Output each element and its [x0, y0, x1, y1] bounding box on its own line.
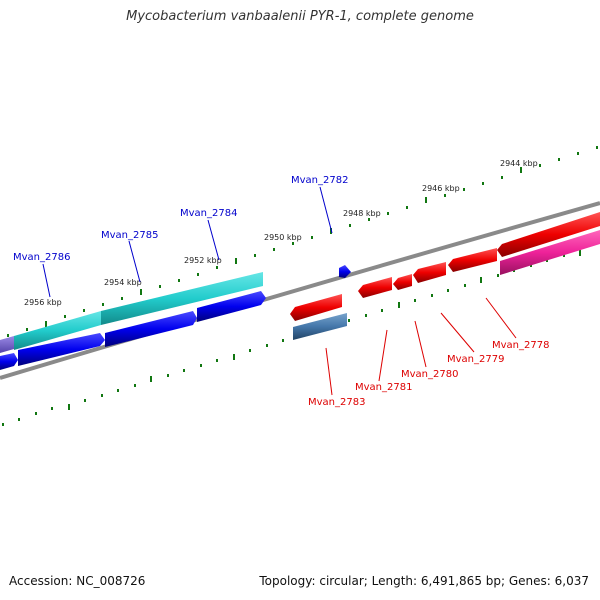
tick-label: 2948 kbp [343, 209, 381, 218]
gene-feature [339, 265, 351, 278]
gene-label-reverse[interactable]: Mvan_2780 [401, 369, 458, 380]
gene-feature [358, 277, 392, 298]
gene-label-forward[interactable]: Mvan_2782 [291, 175, 348, 186]
gene-feature [14, 311, 101, 350]
tick-label: 2952 kbp [184, 256, 222, 265]
accession-label: Accession: NC_008726 [9, 574, 146, 588]
gene-feature [0, 353, 18, 370]
outer-tick-track [7, 146, 598, 337]
gene-feature [448, 248, 497, 272]
gene-feature [18, 333, 105, 366]
gene-label-forward[interactable]: Mvan_2784 [180, 208, 237, 219]
gene-feature [0, 336, 14, 353]
gene-label-reverse[interactable]: Mvan_2783 [308, 397, 365, 408]
forward-leader-lines [42, 186, 333, 298]
gene-feature [293, 313, 347, 340]
gene-label-forward[interactable]: Mvan_2786 [13, 252, 70, 263]
inner-tick-track [2, 250, 581, 426]
gene-feature [105, 311, 197, 347]
tick-label: 2946 kbp [422, 184, 460, 193]
tick-label: 2956 kbp [24, 298, 62, 307]
gene-label-forward[interactable]: Mvan_2785 [101, 230, 158, 241]
map-title: Mycobacterium vanbaalenii PYR-1, complet… [126, 9, 474, 24]
gene-feature [393, 274, 412, 290]
gene-feature [500, 230, 600, 275]
reverse-leader-lines [325, 297, 517, 396]
gene-feature [101, 272, 263, 325]
gene-label-reverse[interactable]: Mvan_2779 [447, 354, 504, 365]
genome-backbone [0, 201, 600, 380]
gene-feature [290, 294, 342, 321]
gene-feature [197, 291, 266, 322]
gene-feature [497, 212, 600, 257]
tick-label: 2950 kbp [264, 233, 302, 242]
tick-label: 2954 kbp [104, 278, 142, 287]
genome-stats-label: Topology: circular; Length: 6,491,865 bp… [259, 574, 589, 588]
tick-label: 2944 kbp [500, 159, 538, 168]
gene-feature [413, 262, 446, 283]
gene-label-reverse[interactable]: Mvan_2778 [492, 340, 549, 351]
gene-label-reverse[interactable]: Mvan_2781 [355, 382, 412, 393]
